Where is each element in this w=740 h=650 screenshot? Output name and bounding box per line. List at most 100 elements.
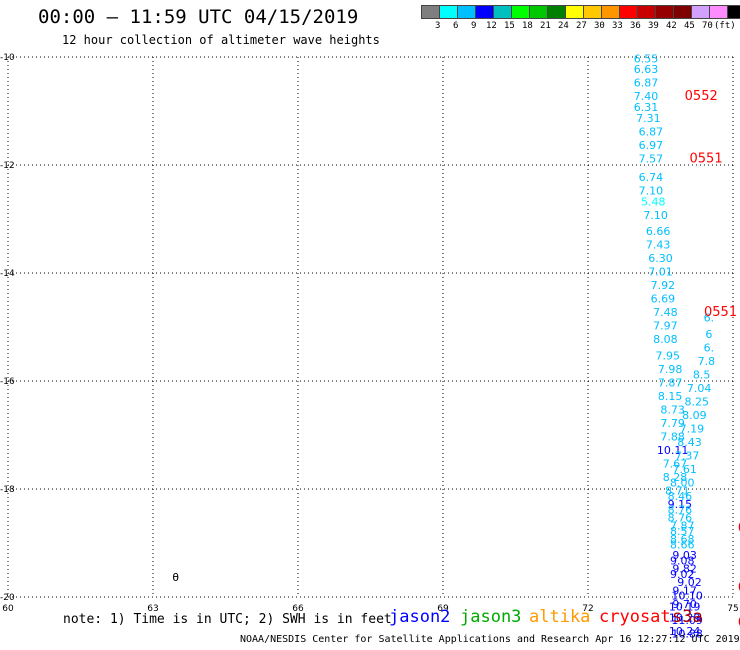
legend-label: 39 bbox=[648, 21, 659, 31]
wave-height-value: 8.25 bbox=[685, 395, 710, 408]
wave-height-value: 8.15 bbox=[658, 390, 683, 403]
wave-height-value: 7.01 bbox=[648, 266, 673, 279]
pass-time-label: 05 bbox=[738, 521, 740, 536]
pass-time-label: 0551 bbox=[690, 151, 723, 166]
wave-height-value: 8.28 bbox=[663, 471, 688, 484]
wave-height-value: 6.69 bbox=[651, 293, 676, 306]
wave-height-value: 6. bbox=[704, 341, 715, 354]
island-outline: Ө bbox=[172, 571, 179, 584]
wave-height-value: 8.5 bbox=[693, 368, 711, 381]
wave-height-value: 8.71 bbox=[665, 484, 690, 497]
color-scale-labels: 3 6 9 12 15 18 21 24 27 30 33 36 39 42 45 70 bbox=[421, 21, 740, 33]
wave-height-value: 6 bbox=[705, 328, 712, 341]
legend-label: 18 bbox=[522, 21, 533, 31]
legend-label: 42 bbox=[666, 21, 677, 31]
wave-height-value: 6.87 bbox=[639, 125, 664, 138]
wave-height-value: 9.08 bbox=[670, 555, 695, 568]
satellite-cryosat: cryosat bbox=[599, 607, 671, 627]
wave-height-value: 7.10 bbox=[643, 209, 668, 222]
wave-height-value: 8.00 bbox=[670, 476, 695, 489]
y-tick-label: -18 bbox=[0, 485, 15, 495]
wave-height-value: 6. bbox=[704, 312, 715, 325]
y-tick-label: -10 bbox=[0, 53, 15, 63]
wave-height-value: 10.11 bbox=[657, 444, 689, 457]
legend-label: 36 bbox=[630, 21, 641, 31]
legend-label: 21 bbox=[540, 21, 551, 31]
pass-time-label: 0 bbox=[738, 581, 740, 596]
wave-height-value: 10.88 bbox=[671, 628, 703, 641]
wave-height-value: 8.08 bbox=[653, 333, 678, 346]
x-tick-label: 72 bbox=[582, 604, 593, 614]
legend-label: 70 bbox=[702, 21, 713, 31]
wave-height-value: 6.74 bbox=[639, 171, 664, 184]
wave-height-value: 10.24 bbox=[669, 625, 701, 638]
wave-height-value: 8.68 bbox=[670, 533, 695, 546]
wave-height-value: 7.67 bbox=[663, 457, 688, 470]
legend-label: 45 bbox=[684, 21, 695, 31]
wave-height-value: 6.66 bbox=[646, 225, 671, 238]
satellite-altika: altika bbox=[529, 607, 591, 627]
legend-swatch bbox=[727, 5, 740, 19]
wave-height-value: 7.95 bbox=[656, 349, 681, 362]
chart-subtitle: 12 hour collection of altimeter wave hei… bbox=[62, 33, 380, 47]
wave-height-value: 7.98 bbox=[658, 363, 683, 376]
legend-label: 3 bbox=[435, 21, 441, 31]
wave-height-value: 7.79 bbox=[660, 417, 685, 430]
wave-height-value: 6.30 bbox=[648, 252, 673, 265]
wave-height-value: 7.19 bbox=[680, 422, 705, 435]
legend-label: 12 bbox=[486, 21, 497, 31]
footer-credit: NOAA/NESDIS Center for Satellite Applica… bbox=[240, 634, 740, 645]
pass-time-label: 0552 bbox=[685, 89, 718, 104]
wave-height-value: 9.02 bbox=[670, 568, 695, 581]
x-tick-label: 69 bbox=[437, 604, 449, 614]
pass-time-label: 0551 bbox=[704, 305, 737, 320]
legend-label: 9 bbox=[471, 21, 477, 31]
wave-height-value: 6.63 bbox=[634, 63, 659, 76]
satellite-s3a: s3a bbox=[672, 607, 703, 627]
wave-height-value: 10.10 bbox=[671, 590, 703, 603]
wave-height-value: 7.97 bbox=[653, 320, 678, 333]
wave-height-value: 7.37 bbox=[675, 449, 700, 462]
color-scale-unit: (ft) bbox=[714, 21, 736, 31]
satellite-jason3: jason3 bbox=[460, 607, 522, 627]
wave-height-value: 8.43 bbox=[677, 436, 702, 449]
color-scale-legend bbox=[421, 5, 740, 19]
wave-height-value: 9.70 bbox=[672, 598, 697, 611]
y-tick-label: -12 bbox=[0, 161, 15, 171]
wave-height-value: 8.76 bbox=[668, 503, 693, 516]
legend-label: 33 bbox=[612, 21, 623, 31]
wave-height-value: 10.19 bbox=[669, 601, 701, 614]
legend-label: 30 bbox=[594, 21, 605, 31]
wave-height-value: 6.97 bbox=[639, 139, 664, 152]
wave-height-value: 8.76 bbox=[668, 511, 693, 524]
wave-height-value: 9.02 bbox=[677, 576, 702, 589]
wave-height-value: 7.61 bbox=[672, 463, 697, 476]
x-tick-label: 66 bbox=[292, 604, 304, 614]
wave-height-value: 6.31 bbox=[634, 101, 659, 114]
wave-height-value: 7.40 bbox=[634, 90, 659, 103]
x-tick-label: 63 bbox=[147, 604, 158, 614]
pass-time-label: 0 bbox=[738, 616, 740, 631]
wave-height-value: 9.17 bbox=[672, 584, 697, 597]
wave-height-value: 5.48 bbox=[641, 196, 666, 209]
legend-label: 6 bbox=[453, 21, 459, 31]
wave-height-value: 9.82 bbox=[672, 563, 697, 576]
legend-label: 24 bbox=[558, 21, 569, 31]
wave-height-value: 9.03 bbox=[672, 549, 697, 562]
wave-height-value: 7.57 bbox=[639, 152, 664, 165]
wave-height-value: 6.55 bbox=[634, 52, 659, 65]
wave-height-value: 7.04 bbox=[687, 382, 712, 395]
wave-height-value: 8.66 bbox=[670, 538, 695, 551]
wave-height-value: 9.15 bbox=[668, 498, 693, 511]
wave-height-value: 7.31 bbox=[636, 112, 661, 125]
y-tick-label: -14 bbox=[0, 269, 15, 279]
x-tick-label: 60 bbox=[2, 604, 14, 614]
wave-height-value: 10.29 bbox=[669, 611, 701, 624]
note-text: note: 1) Time is in UTC; 2) SWH is in fe… bbox=[63, 612, 392, 627]
wave-height-value: 7.48 bbox=[653, 306, 678, 319]
chart-title: 00:00 – 11:59 UTC 04/15/2019 bbox=[38, 6, 359, 28]
wave-height-value: 7.92 bbox=[651, 279, 676, 292]
y-tick-label: -16 bbox=[0, 377, 15, 387]
wave-height-value: 11.09 bbox=[671, 614, 703, 627]
wave-height-value: 7.8 bbox=[698, 355, 716, 368]
